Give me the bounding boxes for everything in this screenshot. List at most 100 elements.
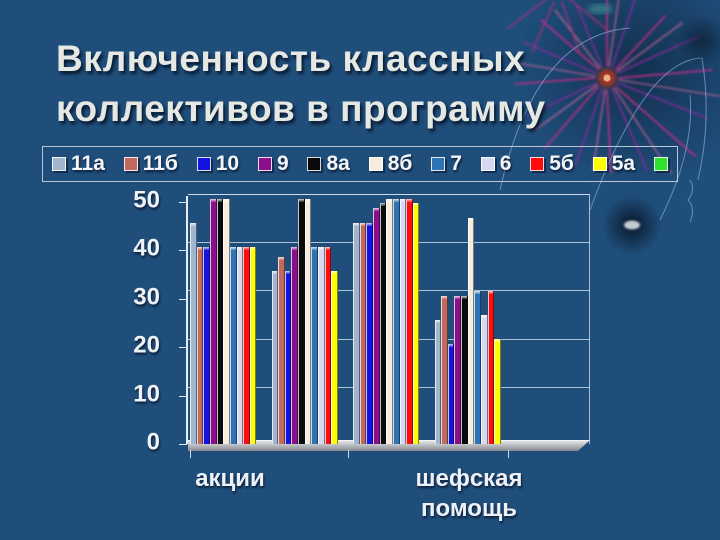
bar-11б-group2 xyxy=(278,256,285,444)
legend-label: 7 xyxy=(450,152,462,175)
legend-swatch-icon xyxy=(530,157,545,171)
y-axis-tick xyxy=(179,201,187,203)
chart-legend: 11а 11б 10 9 8а 8б 7 6 5б 5а xyxy=(42,146,678,182)
legend-label: 5а xyxy=(611,152,636,175)
bar-top-bevel xyxy=(488,290,494,294)
legend-label: 8б xyxy=(387,152,413,175)
bar-8а-group4 xyxy=(461,295,468,444)
bar-5б-group4 xyxy=(487,290,495,444)
y-axis-label-30: 30 xyxy=(133,283,160,311)
bar-top-bevel xyxy=(387,198,392,202)
bar-5б-group3 xyxy=(406,198,413,444)
bar-top-bevel xyxy=(468,217,474,221)
bar-8а-group1 xyxy=(216,198,224,444)
legend-swatch-icon xyxy=(123,157,138,171)
bar-top-bevel xyxy=(292,247,298,250)
legend-item-unlabeled xyxy=(653,157,668,171)
bar-8б-group4 xyxy=(467,217,475,444)
bar-11а-group1 xyxy=(190,222,197,444)
y-axis-label-40: 40 xyxy=(133,234,160,262)
bar-top-bevel xyxy=(305,198,311,202)
legend-label: 11б xyxy=(142,152,178,175)
bar-9-group2 xyxy=(291,247,299,444)
legend-item-6: 6 xyxy=(480,152,512,176)
legend-label: 10 xyxy=(215,152,240,175)
legend-item-11б: 11б xyxy=(123,152,178,176)
bar-top-bevel xyxy=(237,247,243,250)
bar-6-group1 xyxy=(236,247,244,444)
x-axis-tick xyxy=(348,450,349,458)
y-axis-tick xyxy=(179,444,187,445)
bar-top-bevel xyxy=(217,198,223,202)
bar-top-bevel xyxy=(272,271,278,275)
bar-5б-group1 xyxy=(243,247,250,444)
y-axis-tick xyxy=(179,298,187,300)
bar-10-group1 xyxy=(203,247,210,444)
bar-top-bevel xyxy=(448,344,454,347)
bar-top-bevel xyxy=(455,295,461,299)
legend-swatch-icon xyxy=(307,157,322,171)
bar-top-bevel xyxy=(319,247,324,250)
bar-9-group3 xyxy=(372,208,380,444)
bar-top-bevel xyxy=(373,208,379,212)
y-axis-tick xyxy=(179,347,187,348)
y-axis-label-50: 50 xyxy=(133,186,160,214)
bar-top-bevel xyxy=(482,314,487,318)
legend-swatch-icon xyxy=(368,157,383,171)
bar-7-group2 xyxy=(311,247,319,444)
legend-label: 11а xyxy=(71,152,105,175)
bar-11а-group3 xyxy=(353,222,360,444)
bar-5а-group2 xyxy=(331,271,338,444)
legend-label: 9 xyxy=(276,152,289,175)
bar-top-bevel xyxy=(325,247,331,250)
legend-item-5а: 5а xyxy=(592,152,636,176)
bar-5а-group1 xyxy=(249,247,257,444)
legend-label: 8а xyxy=(326,152,350,175)
bar-11б-group1 xyxy=(196,247,204,444)
bar-9-group1 xyxy=(209,198,217,444)
legend-swatch-icon xyxy=(257,157,272,171)
bar-10-group2 xyxy=(284,271,292,444)
bar-top-bevel xyxy=(413,203,419,207)
legend-item-11а: 11а xyxy=(52,152,105,176)
bar-top-bevel xyxy=(354,222,359,226)
x-axis-tick xyxy=(190,450,191,458)
bar-top-bevel xyxy=(230,247,236,250)
legend-swatch-icon xyxy=(592,157,607,171)
bar-8б-group1 xyxy=(223,198,230,444)
bar-top-bevel xyxy=(299,198,304,202)
bar-6-group2 xyxy=(318,247,325,444)
legend-swatch-icon xyxy=(653,157,668,171)
legend-label: 6 xyxy=(499,152,512,175)
gridline-50 xyxy=(188,194,590,195)
x-axis-tick xyxy=(508,450,509,458)
bar-top-bevel xyxy=(224,198,229,202)
slide-title-line2: коллективов в программу xyxy=(56,88,546,129)
bar-top-bevel xyxy=(367,222,372,226)
legend-item-9: 9 xyxy=(257,152,289,176)
bar-top-bevel xyxy=(435,319,441,323)
bar-top-bevel xyxy=(393,198,399,202)
bar-top-bevel xyxy=(197,247,203,250)
bar-top-bevel xyxy=(442,295,447,299)
bar-top-bevel xyxy=(279,256,284,260)
bar-top-bevel xyxy=(210,198,216,202)
legend-item-7: 7 xyxy=(431,152,462,176)
slide-title-line1: Включенность классных xyxy=(56,38,526,79)
bar-10-group3 xyxy=(366,222,373,444)
bar-top-bevel xyxy=(332,271,337,275)
y-axis-line xyxy=(186,196,188,444)
bar-top-bevel xyxy=(204,247,209,250)
bar-5а-group4 xyxy=(494,339,501,444)
bar-top-bevel xyxy=(495,339,500,343)
bar-top-bevel xyxy=(400,198,406,202)
bar-7-group4 xyxy=(474,290,482,444)
legend-swatch-icon xyxy=(52,157,66,171)
bar-top-bevel xyxy=(312,247,318,250)
bar-5б-group2 xyxy=(324,247,332,444)
x-axis-label-akcii: акции xyxy=(195,465,265,492)
y-axis-label-0: 0 xyxy=(146,428,160,456)
legend-swatch-icon xyxy=(196,157,211,171)
